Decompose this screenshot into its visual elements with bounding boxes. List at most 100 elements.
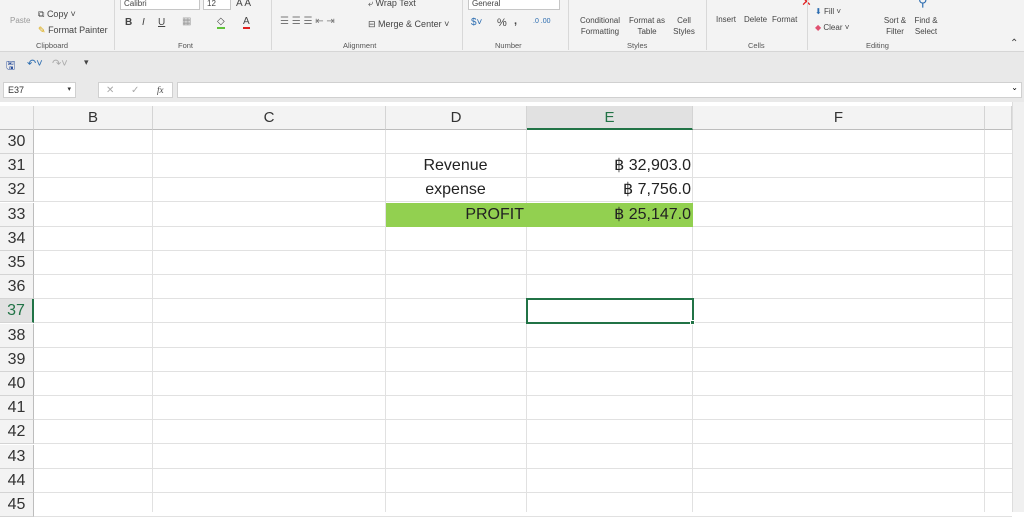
formula-input[interactable]: ⌄ xyxy=(177,82,1022,98)
row-header-30[interactable]: 30 xyxy=(0,130,34,154)
gridline xyxy=(34,274,1012,275)
currency-icon[interactable]: $˅ xyxy=(471,17,483,28)
row-header-40[interactable]: 40 xyxy=(0,372,34,396)
gridline xyxy=(34,443,1012,445)
expand-formula-icon[interactable]: ⌄ xyxy=(1011,83,1018,92)
search-icon: ⚲ xyxy=(918,0,928,9)
font-group-label: Font xyxy=(178,41,194,50)
divider xyxy=(568,0,569,50)
row-header-43[interactable]: 43 xyxy=(0,444,34,469)
wrap-text-button[interactable]: ⤶ Wrap Text xyxy=(368,0,416,8)
column-header-partial[interactable] xyxy=(985,106,1012,130)
collapse-ribbon-icon[interactable]: ⌃ xyxy=(1010,38,1019,49)
format-as-table-button[interactable]: Format as Table xyxy=(628,16,665,36)
borders-icon[interactable]: ▦ xyxy=(182,16,192,27)
decimal-icons[interactable]: .0 .00 xyxy=(533,18,551,25)
column-header-b[interactable]: B xyxy=(34,106,153,130)
row-header-37[interactable]: 37 xyxy=(0,299,34,324)
column-header-e[interactable]: E xyxy=(527,106,693,130)
fill-color-icon[interactable]: ◇ xyxy=(217,16,225,29)
select-all-corner[interactable] xyxy=(0,106,34,130)
italic-button[interactable]: I xyxy=(142,17,145,28)
clear-button[interactable]: ◆ Clear ˅ xyxy=(815,23,850,32)
column-header-d[interactable]: D xyxy=(386,106,527,130)
brush-icon: ✎ xyxy=(38,25,46,35)
spreadsheet-grid[interactable]: B C D E F 30 31 32 33 34 35 36 37 38 39 40 41 42 43 44 45 Rev… xyxy=(0,106,1012,517)
divider xyxy=(114,0,115,50)
conditional-formatting-button[interactable]: Conditional Formatting xyxy=(579,16,621,36)
number-format-select[interactable]: General xyxy=(468,0,560,10)
align-icons[interactable]: ☰ ☰ ☰ ⇤ ⇥ xyxy=(280,16,335,27)
insert-function-icon[interactable]: fx xyxy=(157,85,164,95)
sort-filter-button[interactable]: Sort & Filter xyxy=(883,16,907,36)
divider xyxy=(807,0,808,50)
font-size-select[interactable]: 12 xyxy=(203,0,231,10)
row-header-34[interactable]: 34 xyxy=(0,226,34,251)
cell-d31[interactable]: Revenue xyxy=(423,157,488,175)
gridline xyxy=(34,370,1012,372)
gridline xyxy=(34,249,1012,251)
gridline xyxy=(34,467,1012,469)
cell-d32[interactable]: expense xyxy=(425,181,486,199)
divider xyxy=(706,0,707,50)
divider xyxy=(462,0,463,50)
clipboard-group-label: Clipboard xyxy=(36,41,69,50)
insert-button[interactable]: Insert xyxy=(716,15,737,24)
cancel-icon[interactable]: ✕ xyxy=(106,85,115,96)
cell-e32[interactable]: ฿ 7,756.0 xyxy=(622,181,691,199)
row-header-33[interactable]: 33 xyxy=(0,202,34,227)
alignment-group-label: Alignment xyxy=(343,41,377,50)
vertical-scrollbar[interactable] xyxy=(1012,102,1024,512)
chevron-down-icon: ▾ xyxy=(67,86,71,93)
font-grow-icon[interactable]: A A xyxy=(236,0,252,9)
save-icon[interactable]: 🖫 xyxy=(6,60,16,72)
divider xyxy=(271,0,272,50)
number-group-label: Number xyxy=(495,41,522,50)
row-header-42[interactable]: 42 xyxy=(0,420,34,445)
redo-icon[interactable]: ↷˅ xyxy=(52,58,68,70)
underline-button[interactable]: U xyxy=(158,17,166,28)
row-header-31[interactable]: 31 xyxy=(0,154,34,179)
copy-button[interactable]: ⧉ Copy ˅ xyxy=(38,9,76,19)
cell-d33[interactable]: PROFIT xyxy=(465,205,524,223)
delete-button[interactable]: Delete xyxy=(744,15,768,24)
row-header-41[interactable]: 41 xyxy=(0,396,34,421)
comma-button[interactable]: , xyxy=(514,15,518,27)
paste-button[interactable]: Paste xyxy=(10,16,31,25)
gridline xyxy=(34,346,1012,348)
merge-center-button[interactable]: ⊟ Merge & Center ˅ xyxy=(368,19,450,29)
cell-e33[interactable]: ฿ 25,147.0 xyxy=(614,205,691,223)
styles-group-label: Styles xyxy=(627,41,648,50)
row-header-39[interactable]: 39 xyxy=(0,347,34,372)
editing-group-label: Editing xyxy=(866,41,889,50)
row-header-45[interactable]: 45 xyxy=(0,493,34,517)
fill-button[interactable]: ⬇ Fill ˅ xyxy=(815,7,842,16)
format-button[interactable]: Format xyxy=(772,15,798,24)
quick-access-toolbar: 🖫 ↶˅ ↷˅ ▾ xyxy=(0,52,1024,78)
cell-e31[interactable]: ฿ 32,903.0 xyxy=(614,157,691,175)
enter-icon[interactable]: ✓ xyxy=(131,85,140,96)
bold-button[interactable]: B xyxy=(125,17,133,28)
format-painter-button[interactable]: ✎ Format Painter xyxy=(38,25,108,35)
column-header-f[interactable]: F xyxy=(693,106,985,130)
merge-icon: ⊟ xyxy=(368,19,379,29)
cell-styles-button[interactable]: Cell Styles xyxy=(673,16,695,36)
font-name-select[interactable]: Calibri xyxy=(120,0,200,10)
active-cell-e37[interactable] xyxy=(526,298,694,325)
row-header-32[interactable]: 32 xyxy=(0,178,34,203)
column-header-c[interactable]: C xyxy=(153,106,386,130)
name-box[interactable]: E37 ▾ xyxy=(3,82,76,98)
formula-buttons: ✕ ✓ fx xyxy=(98,82,173,98)
percent-button[interactable]: % xyxy=(497,17,507,29)
row-header-36[interactable]: 36 xyxy=(0,275,34,300)
find-select-button[interactable]: Find & Select xyxy=(914,16,938,36)
gridline xyxy=(34,153,1012,154)
row-header-35[interactable]: 35 xyxy=(0,251,34,275)
fill-handle[interactable] xyxy=(690,320,695,326)
row-header-38[interactable]: 38 xyxy=(0,323,34,348)
customize-qat-icon[interactable]: ▾ xyxy=(84,57,89,67)
font-color-icon[interactable]: A xyxy=(243,16,250,29)
row-header-44[interactable]: 44 xyxy=(0,468,34,493)
undo-icon[interactable]: ↶˅ xyxy=(27,58,43,70)
gridline xyxy=(152,130,153,512)
